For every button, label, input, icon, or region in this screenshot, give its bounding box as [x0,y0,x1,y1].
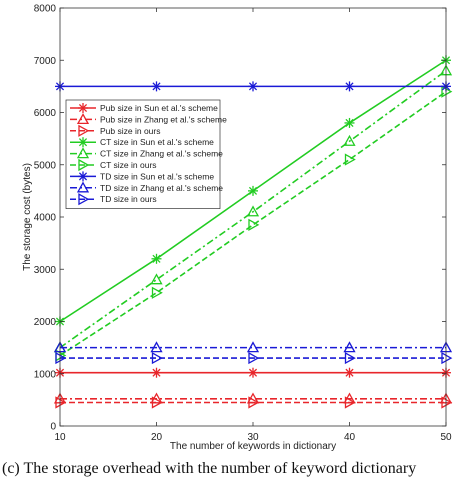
legend-label: CT size in ours [100,160,157,170]
x-tick-label: 50 [440,432,452,443]
data-point [55,396,67,409]
data-point [151,367,162,378]
data-point [344,351,356,365]
data-point [344,81,355,92]
legend-entry-7: TD size in Sun et al.'s scheme [70,171,214,182]
legend-swatch-marker [78,193,90,206]
data-point [344,367,355,378]
legend-swatch-marker [78,171,88,182]
legend-label: TD size in ours [100,194,157,204]
data-point [150,341,163,353]
x-axis-label: The number of keywords in dictionary [170,441,336,452]
data-point [248,367,258,378]
data-point [248,351,260,365]
y-tick-label: 7000 [34,56,57,67]
data-point [151,81,162,92]
legend-entry-2: Pub size in Zhang et al.'s scheme [70,113,227,125]
y-tick-label: 0 [50,422,56,433]
y-tick-label: 5000 [34,160,57,171]
data-point [441,396,453,409]
legend-label: CT size in Sun et al.'s scheme [100,137,214,147]
data-point [344,396,356,409]
data-point [151,286,163,299]
legend-swatch-marker [76,147,90,159]
legend-label: Pub size in ours [100,126,160,136]
data-point [150,273,163,285]
data-point [343,134,356,146]
legend-label: TD size in Sun et al.'s scheme [100,171,214,181]
y-axis-label: The storage cost (bytes) [22,163,33,271]
data-point [248,396,260,409]
x-tick-label: 10 [54,432,66,443]
x-tick-label: 40 [344,432,356,443]
data-point [344,153,356,166]
x-tick-label: 20 [151,432,163,443]
data-point [246,341,260,353]
y-tick-label: 6000 [34,108,57,119]
series-line [59,70,447,349]
legend-swatch-marker [76,113,90,125]
legend-label: Pub size in Sun et al.'s scheme [100,103,218,113]
legend-entry-3: Pub size in ours [70,124,160,137]
series-9 [55,351,453,365]
series-line [59,90,447,357]
figure-caption: (c) The storage overhead with the number… [2,460,416,477]
legend-swatch-marker [78,158,90,172]
legend-entry-9: TD size in ours [70,193,157,206]
y-tick-label: 3000 [34,265,57,276]
legend-swatch-marker [76,181,90,193]
data-point [248,81,258,92]
legend-swatch-marker [78,137,88,148]
data-point [248,218,260,231]
legend-swatch-marker [78,124,90,137]
series-8 [53,341,453,353]
legend-label: Pub size in Zhang et al.'s scheme [100,114,227,124]
plot-area [53,55,453,409]
data-point [246,205,260,217]
data-point [441,351,453,365]
data-point [55,351,67,365]
axes: 0 1000 2000 3000 4000 5000 6000 7000 8000 10 20 30 4… [34,4,452,444]
legend-swatch-marker [78,103,88,113]
legend-entry-8: TD size in Zhang et al.'s scheme [70,181,223,193]
legend-entry-6: CT size in ours [70,158,157,172]
series-5 [53,64,453,353]
legend-label: TD size in Zhang et al.'s scheme [100,183,223,193]
legend-entry-1: Pub size in Sun et al.'s scheme [70,103,218,113]
legend-entry-4: CT size in Sun et al.'s scheme [70,137,214,148]
y-tick-label: 1000 [34,369,57,380]
series-3 [55,396,453,409]
y-tick-label: 2000 [34,317,57,328]
legend-entry-5: CT size in Zhang et al.'s scheme [70,147,223,159]
data-point [151,396,163,409]
y-tick-label: 8000 [34,4,57,15]
data-point [151,253,162,264]
legend-label: CT size in Zhang et al.'s scheme [100,149,223,159]
data-point [248,185,258,196]
data-point [343,341,356,353]
data-point [344,117,355,128]
x-tick-label: 30 [247,432,259,443]
data-point [151,351,163,365]
y-tick-label: 4000 [34,213,57,224]
